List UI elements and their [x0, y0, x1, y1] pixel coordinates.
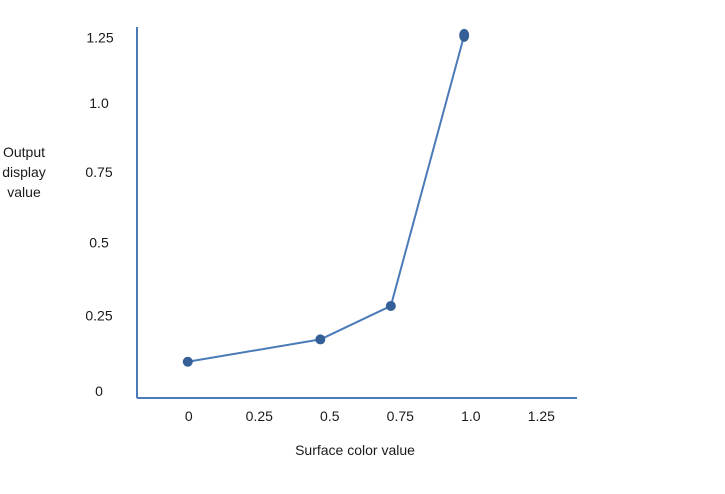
- x-tick-label: 0: [185, 408, 193, 424]
- series-layer: [182, 28, 470, 367]
- axes: [136, 27, 577, 399]
- y-axis-label-line: Output: [3, 144, 45, 160]
- y-axis-label: Output display value: [2, 144, 46, 200]
- y-tick-label: 1.25: [86, 29, 113, 45]
- series-line: [187, 35, 466, 363]
- y-axis-label-line: display: [2, 164, 46, 180]
- axis-labels: Surface color value Output display value: [2, 144, 415, 458]
- x-tick-label: 0.25: [246, 408, 273, 424]
- y-tick-label: 0.5: [89, 235, 109, 251]
- y-tick-label: 1.0: [89, 95, 109, 111]
- y-tick-label: 0.25: [85, 307, 112, 323]
- x-tick-label: 1.0: [461, 408, 481, 424]
- y-tick-label: 0: [95, 383, 103, 399]
- x-tick-label: 0.5: [320, 408, 340, 424]
- x-axis-label: Surface color value: [295, 442, 415, 458]
- data-point: [315, 334, 326, 345]
- data-point: [459, 28, 470, 42]
- data-point: [182, 356, 193, 367]
- x-tick-label: 0.75: [387, 408, 414, 424]
- x-tick-labels: 0 0.25 0.5 0.75 1.0 1.25: [185, 408, 555, 424]
- data-point: [385, 300, 396, 311]
- y-tick-label: 0.75: [85, 164, 112, 180]
- y-axis-label-line: value: [7, 184, 41, 200]
- x-tick-label: 1.25: [528, 408, 555, 424]
- y-tick-labels: 0 0.25 0.5 0.75 1.0 1.25: [85, 29, 113, 399]
